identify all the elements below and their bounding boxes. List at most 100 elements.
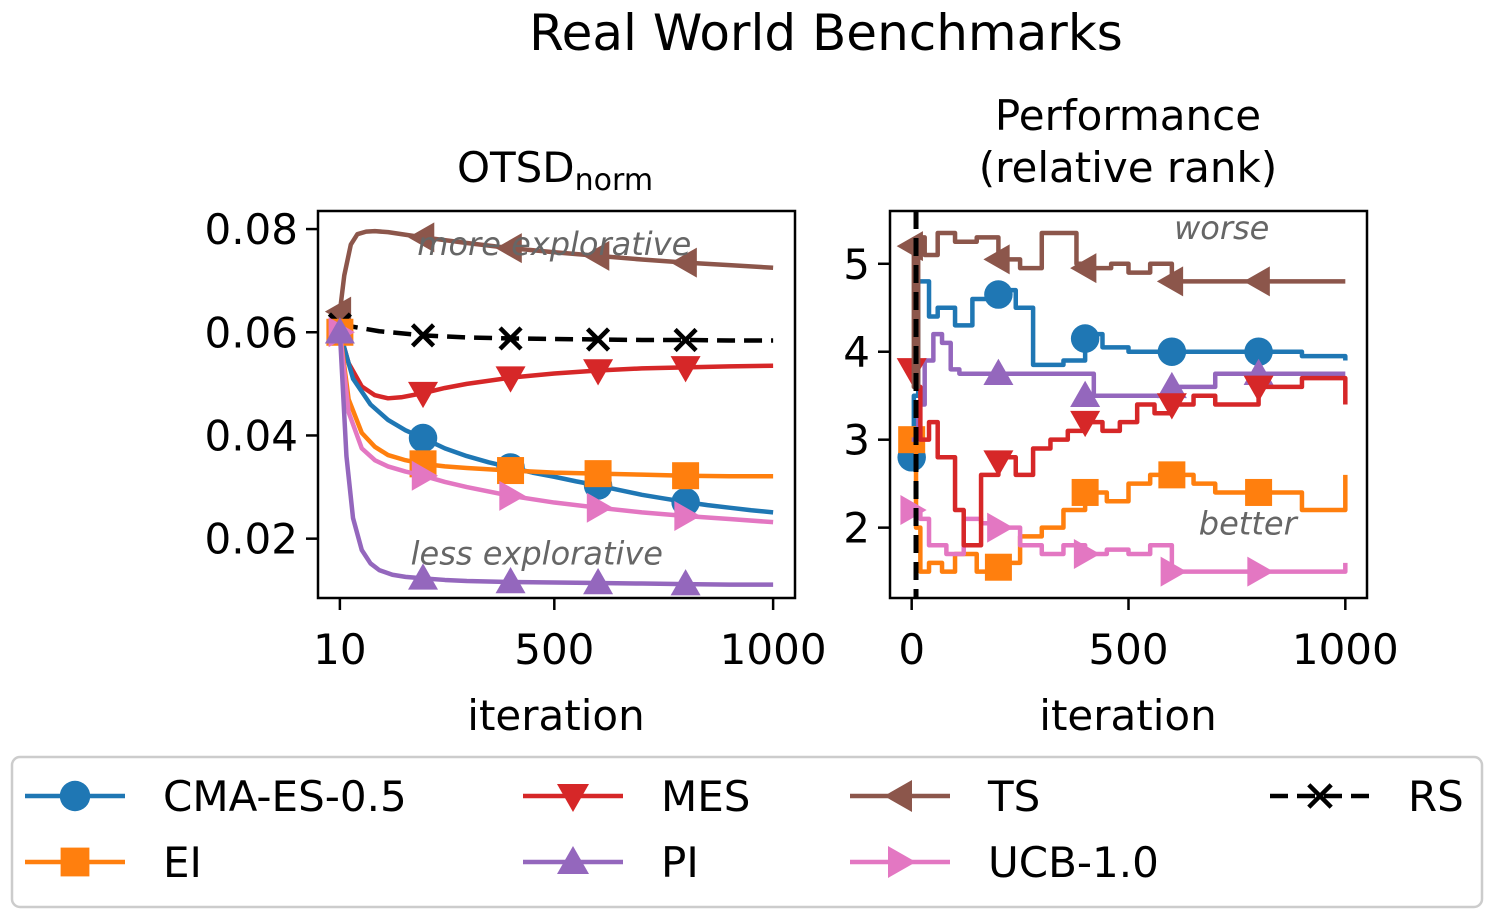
- marker-mes: [408, 381, 439, 409]
- marker-rs: [673, 327, 698, 353]
- series-line-cma: [337, 331, 774, 515]
- legend-item-rs: RS: [1270, 772, 1464, 821]
- marker-ts: [583, 240, 610, 271]
- annotation: better: [1199, 505, 1299, 543]
- marker-ucb: [674, 500, 701, 531]
- marker-ucb: [987, 512, 1014, 543]
- marker-ei: [584, 460, 612, 488]
- x-tick-label: 10: [313, 625, 366, 674]
- marker-pi: [408, 563, 439, 590]
- left-chart-title-sub: norm: [575, 163, 653, 198]
- y-tick-label: 3: [843, 416, 870, 465]
- marker-pi: [1156, 371, 1187, 399]
- marker-ts: [1243, 266, 1270, 297]
- marker-cma: [984, 280, 1013, 309]
- x-tick-label: 500: [1088, 625, 1168, 674]
- marker-cma: [1157, 337, 1187, 366]
- marker-mes: [1070, 410, 1101, 438]
- marker-rs: [498, 326, 523, 351]
- annotation: less explorative: [411, 534, 663, 572]
- series-line-ei: [911, 437, 1348, 574]
- legend-label-cma: CMA-ES-0.5: [163, 772, 407, 821]
- marker-mes: [495, 366, 526, 393]
- annotation: worse: [1174, 209, 1269, 247]
- legend-marker-ts: [884, 780, 912, 812]
- marker-mes: [670, 356, 701, 383]
- marker-ts: [495, 233, 522, 264]
- y-tick-label: 0.02: [204, 515, 298, 564]
- marker-mes: [1156, 393, 1187, 420]
- series-line-ts: [911, 230, 1346, 390]
- marker-ei: [672, 462, 700, 490]
- series-line-mes: [911, 367, 1348, 548]
- marker-ts: [1070, 253, 1097, 284]
- marker-mes: [1243, 375, 1274, 402]
- legend: CMA-ES-0.5 MES TS RS EI PI UCB-1.0: [10, 755, 1484, 909]
- y-tick-label: 0.04: [204, 411, 298, 460]
- marker-ucb: [1073, 539, 1101, 570]
- figure-title: Real World Benchmarks: [529, 4, 1123, 62]
- left-chart-otsd: more explorative less explorative 10 500 100…: [204, 205, 826, 674]
- series-line-rs: [339, 322, 774, 343]
- marker-pi: [324, 317, 355, 344]
- marker-ei: [984, 553, 1012, 581]
- right-x-axis-label: iteration: [1039, 691, 1216, 740]
- legend-label-mes: MES: [661, 772, 750, 821]
- marker-pi: [495, 567, 526, 594]
- right-chart-title-line2: (relative rank): [979, 143, 1278, 192]
- marker-ucb: [1247, 556, 1274, 587]
- y-tick-label: 4: [843, 328, 870, 377]
- legend-label-rs: RS: [1408, 772, 1464, 821]
- marker-ei: [1245, 478, 1273, 506]
- series-line-ucb: [911, 507, 1348, 574]
- marker-ts: [670, 247, 697, 278]
- y-tick-label: 5: [843, 240, 870, 289]
- marker-ucb: [586, 492, 614, 523]
- marker-rs: [585, 327, 611, 352]
- plot-area: [896, 211, 1348, 598]
- series-line-ei: [337, 331, 774, 479]
- marker-mes: [983, 450, 1014, 477]
- marker-cma: [408, 423, 438, 453]
- series-line-mes: [337, 331, 774, 401]
- marker-ei: [1158, 461, 1186, 489]
- marker-pi: [583, 568, 614, 595]
- right-chart-performance: worse better 0 500 1000 2 3 4 5: [843, 209, 1398, 674]
- x-tick-label: 1000: [720, 625, 827, 674]
- legend-frame: [10, 755, 1484, 909]
- marker-ei: [497, 457, 525, 485]
- axes-frame: [316, 209, 797, 600]
- legend-item-pi: PI: [523, 838, 699, 887]
- legend-item-ucb: UCB-1.0: [850, 838, 1159, 887]
- legend-marker-cma: [59, 780, 91, 812]
- plot-area: [324, 222, 774, 596]
- marker-pi: [1070, 380, 1101, 407]
- series-line-pi: [911, 331, 1346, 442]
- marker-mes: [583, 359, 614, 386]
- series-line-cma: [911, 279, 1348, 460]
- legend-marker-pi: [557, 846, 589, 874]
- x-tick-label: 0: [898, 625, 925, 674]
- marker-ts: [408, 222, 435, 253]
- right-chart-title: Performance: [995, 91, 1261, 140]
- x-tick-label: 1000: [1292, 625, 1399, 674]
- y-tick-label: 0.08: [204, 205, 298, 254]
- left-chart-title: OTSDnorm: [457, 143, 653, 198]
- y-tick-label: 2: [843, 504, 870, 553]
- legend-marker-rs: [1307, 783, 1333, 809]
- legend-marker-mes: [557, 784, 589, 812]
- legend-item-ts: TS: [850, 772, 1040, 821]
- left-x-axis-label: iteration: [467, 691, 644, 740]
- marker-ts: [896, 231, 923, 262]
- marker-cma: [1070, 324, 1100, 353]
- marker-ei: [1071, 478, 1099, 506]
- legend-label-ucb: UCB-1.0: [988, 838, 1159, 887]
- legend-item-mes: MES: [523, 772, 750, 821]
- marker-ucb: [499, 480, 526, 511]
- series-line-pi: [337, 332, 774, 587]
- left-chart-title-main: OTSD: [457, 143, 575, 192]
- marker-pi: [670, 569, 701, 596]
- legend-item-ei: EI: [25, 838, 202, 887]
- marker-pi: [983, 358, 1014, 385]
